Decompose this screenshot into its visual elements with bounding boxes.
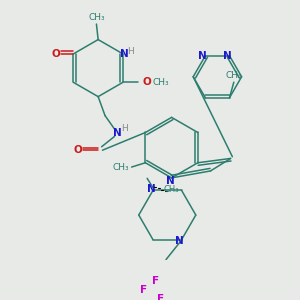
Text: O: O (143, 77, 152, 87)
Text: CH₃: CH₃ (226, 71, 242, 80)
Text: N: N (120, 49, 129, 59)
Text: O: O (73, 145, 82, 155)
Text: N: N (176, 236, 184, 246)
Text: CH₃: CH₃ (153, 78, 169, 87)
Text: CH₃: CH₃ (88, 13, 105, 22)
Text: H: H (127, 47, 134, 56)
Text: F: F (140, 285, 147, 295)
Text: N: N (223, 51, 231, 61)
Text: O: O (52, 49, 61, 59)
Text: N: N (166, 176, 174, 186)
Text: F: F (152, 276, 159, 286)
Text: N: N (147, 184, 156, 194)
Text: CH₃: CH₃ (164, 185, 179, 194)
Text: N: N (198, 51, 207, 61)
Text: F: F (157, 293, 164, 300)
Text: H: H (121, 124, 128, 133)
Text: CH₃: CH₃ (113, 163, 130, 172)
Text: N: N (113, 128, 122, 138)
